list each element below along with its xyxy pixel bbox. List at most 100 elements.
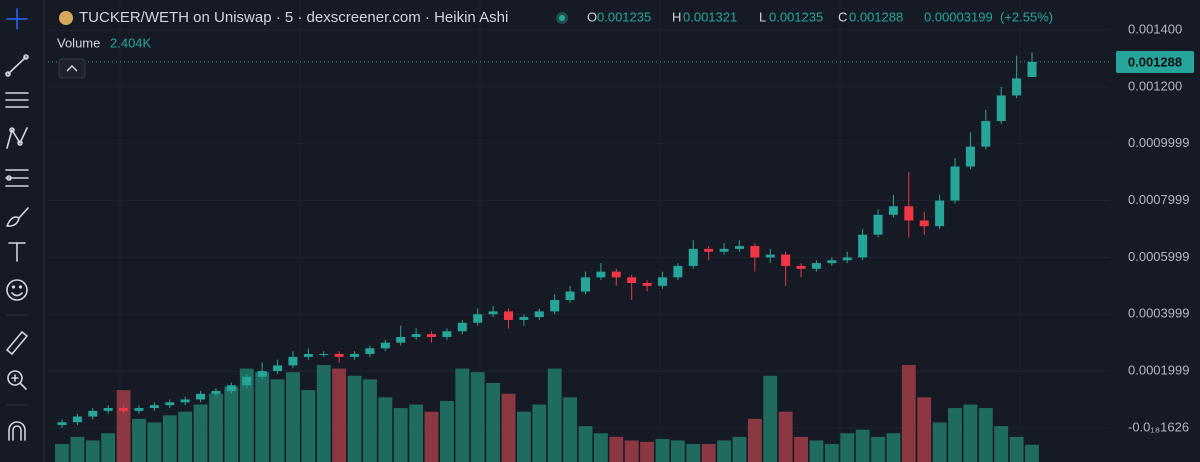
text-tool[interactable] [8,242,26,262]
candle-body [981,121,991,147]
candle-body [288,356,298,366]
candle-body [673,265,683,278]
y-tick-label: 0.001400 [1128,22,1182,37]
y-tick-label: 0.0001999 [1128,363,1189,378]
high-value: 0.001321 [683,9,737,24]
candle-body [72,416,82,423]
fib-tool[interactable] [5,92,29,108]
volume-bar [132,418,146,462]
candle-body [457,322,467,332]
candle-body [935,200,945,227]
candle-body [504,311,514,320]
volume-bar [85,440,100,462]
volume-bars [55,365,1039,462]
candle-body [380,342,390,349]
y-tick-label: 0.0003999 [1128,306,1189,321]
brush-tool[interactable] [6,207,29,227]
candle-body [1027,61,1037,77]
candle-body [642,282,652,286]
candle-body [965,146,975,167]
candle-body [226,385,236,391]
chart-title: TUCKER/WETH on Uniswap · 5 · dexscreener… [79,9,508,26]
volume-bar [547,368,562,462]
candle-body [657,277,667,286]
candle-body [411,334,421,337]
volume-bar [778,411,793,462]
trendline-tool[interactable] [5,54,29,77]
volume-bar [855,429,870,462]
candle-body [319,354,329,356]
volume-bar [624,440,639,462]
candle-body [796,265,806,269]
volume-bar [747,418,762,462]
emoji-tool[interactable] [6,279,28,301]
volume-bar [239,368,254,462]
toolbar-bg [0,0,44,462]
volume-bar [1009,436,1024,462]
candle-body [149,405,159,409]
volume-bar [701,444,716,462]
volume-bar [301,390,316,462]
candle-body [704,248,714,252]
pattern-tool[interactable] [6,127,28,149]
candle-body [473,314,483,323]
volume-bar [824,444,839,462]
ruler-tool[interactable] [5,330,29,356]
volume-bar [871,436,885,462]
volume-bar [501,393,516,462]
crosshair-tool[interactable] [6,8,28,30]
candle-body [827,260,837,264]
volume-bar [470,372,485,462]
volume-bar [963,404,978,462]
axis-bg [1110,0,1200,462]
change-percent: (+2.55%) [1000,9,1053,24]
volume-bar [378,397,393,462]
projection-tool[interactable] [5,169,29,187]
ohlc-label: L [759,9,766,24]
volume-bar [809,440,824,462]
volume-bar [101,433,116,462]
header: TUCKER/WETH on Uniswap · 5 · dexscreener… [57,9,1053,79]
volume-bar [609,436,624,462]
volume-bar [655,439,670,462]
volume-bar [255,372,270,462]
candle-body [919,220,929,227]
close-value: 0.001288 [849,9,903,24]
candle-body [534,311,544,318]
ohlc-label: H [672,9,681,24]
candle-body [242,376,252,386]
zoom-tool[interactable] [7,370,27,390]
volume-bar [640,441,655,462]
candle-body [519,317,529,320]
volume-bar [717,440,731,462]
candle-body [580,277,590,292]
candle-body [211,390,221,394]
candle-body [488,311,498,315]
volume-bar [794,436,808,462]
volume-bar [424,411,439,462]
volume-bar [363,379,377,462]
y-tick-label: 0.001200 [1128,78,1182,93]
toolbar [0,0,45,462]
volume-bar [347,375,362,462]
candle-body [811,263,821,269]
candle-body [273,365,283,372]
candle-body [196,393,206,400]
volume-bar [917,397,932,462]
candle-body [303,354,313,357]
candle-body [996,95,1006,122]
collapse-button[interactable] [58,58,86,79]
volume-bar [147,422,162,462]
candle-body [119,408,129,411]
candle-body [888,206,898,215]
candle-body [180,399,190,403]
volume-bar [116,390,131,462]
y-tick-label: 0.0007999 [1128,192,1189,207]
magnet-tool[interactable] [8,421,26,441]
volume-bar [178,411,193,462]
candle-body [365,348,375,355]
volume-bar [886,433,901,462]
volume-bar [901,365,916,462]
volume-bar [439,400,454,462]
